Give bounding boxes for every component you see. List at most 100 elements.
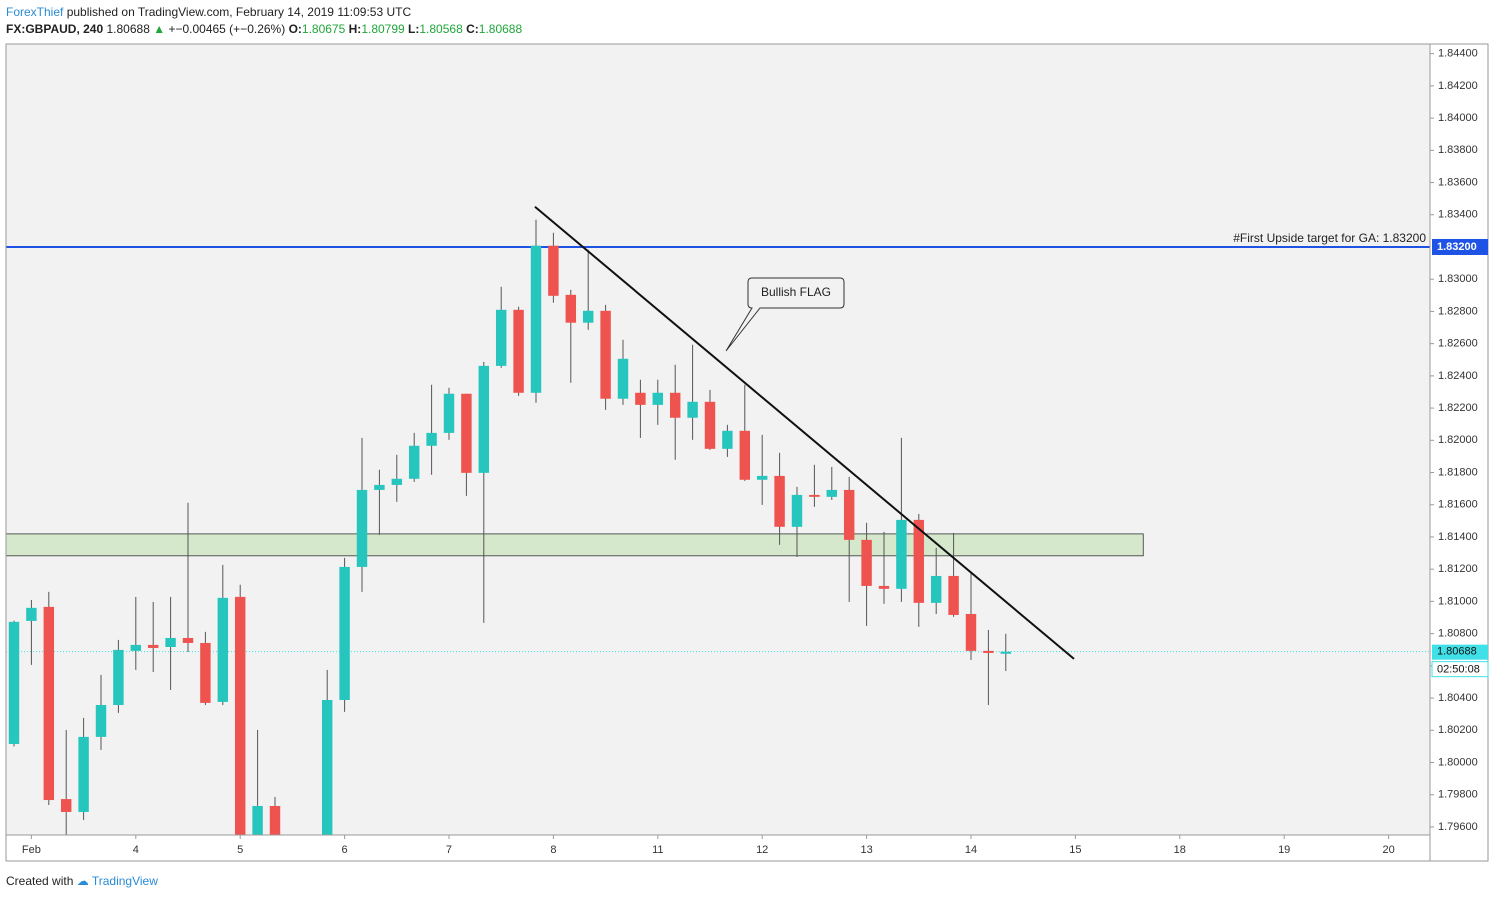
candle-body — [635, 392, 646, 405]
candle-body — [321, 699, 333, 835]
y-tick-label: 1.79600 — [1438, 821, 1478, 833]
x-tick-label: 15 — [1069, 844, 1081, 856]
candle-body — [878, 585, 890, 589]
candle-body — [443, 393, 455, 433]
candle-body — [739, 430, 751, 480]
candle-body — [165, 637, 176, 647]
y-tick-label: 1.82600 — [1438, 338, 1478, 350]
callout-text: Bullish FLAG — [761, 285, 831, 299]
candle-body — [530, 245, 542, 393]
ohlc-value: 1.80688 — [478, 22, 523, 36]
plot-background — [6, 44, 1430, 835]
ohlc-value: 1.80799 — [361, 22, 405, 36]
y-tick-label: 1.80800 — [1438, 628, 1478, 640]
y-tick-label: 1.81200 — [1438, 563, 1478, 575]
y-tick-label: 1.82200 — [1438, 402, 1478, 414]
callout-box — [725, 277, 845, 352]
y-tick-label: 1.84200 — [1438, 80, 1478, 92]
trendline — [534, 205, 1075, 660]
ohlc-label: O: — [288, 22, 302, 36]
x-tick-label: 4 — [133, 844, 139, 856]
ohlc-line: FX:GBPAUD, 240 1.80688 ▲ +−0.00465 (+−0.… — [6, 22, 522, 36]
target-label: #First Upside target for GA: 1.83200 — [1233, 231, 1426, 245]
candle-body — [965, 613, 977, 651]
x-tick-label: Feb — [22, 844, 41, 856]
candle-body — [774, 475, 785, 527]
candle-body — [809, 494, 820, 497]
x-tick-label: 11 — [652, 844, 663, 856]
candle-body — [617, 358, 629, 399]
candle-body — [722, 430, 733, 449]
footer: Created with ☁ TradingView — [6, 874, 158, 888]
candle-body — [339, 566, 350, 700]
candle-body — [200, 642, 211, 703]
candle-body — [252, 806, 263, 835]
y-tick-label: 1.82400 — [1438, 370, 1478, 382]
y-tick-label: 1.84000 — [1438, 112, 1478, 124]
x-tick-label: 20 — [1382, 844, 1394, 856]
published: published on TradingView.com, February 1… — [66, 5, 412, 19]
y-tick-label: 1.80000 — [1438, 756, 1478, 768]
candle-body — [495, 309, 507, 366]
candle-body — [983, 650, 994, 653]
candle-body — [8, 621, 20, 744]
candle-body — [234, 596, 246, 835]
x-tick-label: 14 — [965, 844, 977, 856]
candle-body — [826, 489, 838, 497]
x-tick-label: 6 — [342, 844, 348, 856]
ohlc-label: H: — [348, 22, 362, 36]
y-tick-label: 1.81400 — [1438, 531, 1478, 543]
ohlc-value: 1.80568 — [419, 22, 463, 36]
x-tick-label: 5 — [237, 844, 243, 856]
target-tag-text: 1.83200 — [1437, 241, 1477, 253]
candle-body — [182, 637, 194, 643]
candle-body — [861, 539, 872, 586]
y-tick-label: 1.84400 — [1438, 48, 1478, 60]
candle-body — [1000, 651, 1012, 654]
y-tick-label: 1.81800 — [1438, 466, 1478, 478]
candle-body — [130, 644, 142, 651]
candle-body — [843, 489, 855, 540]
candle-body — [948, 575, 959, 615]
brand[interactable]: ☁ TradingView — [76, 874, 158, 888]
candle-body — [408, 445, 420, 479]
arrow: ▲ — [153, 22, 166, 36]
candle-body — [374, 484, 385, 490]
candle-body — [913, 519, 925, 603]
candle-body — [548, 245, 559, 296]
candle-body — [930, 575, 942, 603]
axes: 1.79600 1.79800 1.80000 1.80200 1.80400 1.806… — [22, 48, 1489, 856]
candle-body — [461, 393, 472, 473]
publish-line: ForexThief published on TradingView.com,… — [6, 5, 411, 19]
zone — [6, 533, 1144, 557]
candle-body — [513, 309, 524, 393]
candle-body — [478, 365, 490, 473]
footer-text: Created with — [6, 874, 74, 888]
candle-body — [95, 704, 107, 737]
ohlc: O:1.80675 H:1.80799 L:1.80568 C:1.80688 — [289, 22, 523, 36]
y-tick-label: 1.82000 — [1438, 434, 1478, 446]
ohlc-label: C: — [466, 22, 479, 36]
author[interactable]: ForexThief — [6, 5, 64, 19]
candle-body — [391, 478, 403, 485]
candle-body — [78, 736, 89, 812]
candle-body — [113, 649, 124, 705]
x-tick-label: 19 — [1278, 844, 1290, 856]
x-tick-label: 8 — [550, 844, 556, 856]
candle-body — [356, 489, 368, 567]
candle-body — [43, 606, 55, 801]
candle-body — [305, 851, 315, 875]
candle-body — [600, 310, 611, 399]
candle-body — [791, 494, 803, 527]
candle-body — [687, 401, 698, 418]
brand-text: TradingView — [91, 874, 158, 888]
y-tick-label: 1.83400 — [1438, 209, 1478, 221]
candle-body — [426, 432, 437, 446]
frame — [5, 43, 1489, 862]
candle-body — [147, 644, 159, 648]
candle-body — [26, 607, 37, 621]
current-price-tag — [1432, 644, 1488, 660]
x-tick-label: 12 — [756, 844, 768, 856]
